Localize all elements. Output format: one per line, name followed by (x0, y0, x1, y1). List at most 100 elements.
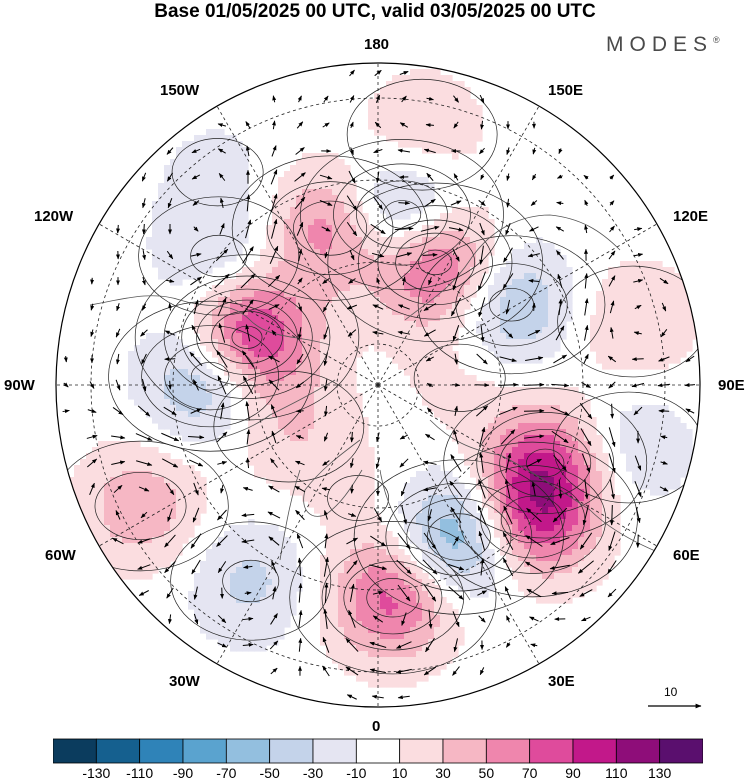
anomaly-cell (296, 231, 303, 238)
anomaly-cell (452, 255, 459, 262)
anomaly-cell (296, 165, 303, 172)
anomaly-cell (236, 585, 243, 592)
anomaly-cell (314, 231, 321, 238)
anomaly-cell (500, 291, 507, 298)
anomaly-cell (476, 555, 483, 562)
anomaly-cell (110, 495, 117, 502)
anomaly-cell (662, 411, 669, 418)
anomaly-cell (272, 393, 279, 400)
anomaly-cell (560, 267, 567, 274)
anomaly-cell (134, 453, 141, 460)
anomaly-cell (362, 273, 369, 280)
anomaly-cell (518, 303, 525, 310)
anomaly-cell (278, 321, 285, 328)
anomaly-cell (296, 567, 303, 574)
anomaly-cell (158, 369, 165, 376)
anomaly-cell (218, 339, 225, 346)
anomaly-cell (686, 327, 693, 334)
anomaly-cell (356, 411, 363, 418)
anomaly-cell (272, 261, 279, 268)
anomaly-cell (104, 537, 111, 544)
anomaly-cell (290, 405, 297, 412)
anomaly-cell (470, 117, 477, 124)
anomaly-cell (170, 549, 177, 556)
anomaly-cell (254, 561, 261, 568)
anomaly-cell (380, 105, 387, 112)
anomaly-cell (236, 315, 243, 322)
anomaly-cell (338, 609, 345, 616)
anomaly-cell (200, 411, 207, 418)
anomaly-cell (680, 333, 687, 340)
anomaly-cell (188, 219, 195, 226)
anomaly-cell (464, 405, 471, 412)
anomaly-cell (506, 393, 513, 400)
anomaly-cell (176, 171, 183, 178)
anomaly-cell (422, 123, 429, 130)
anomaly-cell (152, 453, 159, 460)
anomaly-cell (404, 141, 411, 148)
anomaly-cell (290, 201, 297, 208)
anomaly-cell (320, 225, 327, 232)
anomaly-cell (458, 309, 465, 316)
anomaly-cell (284, 579, 291, 586)
anomaly-cell (566, 465, 573, 472)
anomaly-cell (410, 357, 417, 364)
anomaly-cell (410, 597, 417, 604)
anomaly-cell (518, 393, 525, 400)
anomaly-cell (572, 525, 579, 532)
anomaly-cell (182, 513, 189, 520)
anomaly-cell (332, 183, 339, 190)
anomaly-cell (266, 333, 273, 340)
anomaly-cell (410, 489, 417, 496)
anomaly-cell (272, 201, 279, 208)
anomaly-cell (518, 327, 525, 334)
anomaly-cell (662, 321, 669, 328)
anomaly-cell (572, 561, 579, 568)
anomaly-cell (554, 555, 561, 562)
anomaly-cell (542, 309, 549, 316)
anomaly-cell (458, 255, 465, 262)
anomaly-cell (428, 87, 435, 94)
anomaly-cell (404, 129, 411, 136)
anomaly-cell (362, 315, 369, 322)
anomaly-cell (386, 591, 393, 598)
anomaly-cell (674, 279, 681, 286)
anomaly-cell (290, 477, 297, 484)
anomaly-cell (410, 591, 417, 598)
anomaly-cell (188, 207, 195, 214)
anomaly-cell (446, 261, 453, 268)
anomaly-cell (560, 483, 567, 490)
anomaly-cell (314, 447, 321, 454)
anomaly-cell (182, 273, 189, 280)
anomaly-cell (356, 255, 363, 262)
anomaly-cell (338, 255, 345, 262)
anomaly-cell (218, 549, 225, 556)
anomaly-cell (464, 393, 471, 400)
anomaly-cell (206, 189, 213, 196)
anomaly-cell (332, 561, 339, 568)
anomaly-cell (200, 261, 207, 268)
anomaly-cell (278, 471, 285, 478)
anomaly-cell (284, 555, 291, 562)
anomaly-cell (572, 411, 579, 418)
anomaly-cell (212, 159, 219, 166)
anomaly-cell (326, 291, 333, 298)
anomaly-cell (350, 549, 357, 556)
anomaly-cell (176, 255, 183, 262)
anomaly-cell (686, 339, 693, 346)
anomaly-cell (542, 567, 549, 574)
anomaly-cell (200, 141, 207, 148)
anomaly-cell (278, 207, 285, 214)
anomaly-cell (308, 189, 315, 196)
anomaly-cell (428, 399, 435, 406)
anomaly-cell (158, 459, 165, 466)
anomaly-cell (518, 411, 525, 418)
anomaly-cell (326, 585, 333, 592)
anomaly-cell (98, 495, 105, 502)
anomaly-cell (302, 375, 309, 382)
anomaly-cell (224, 603, 231, 610)
anomaly-cell (182, 213, 189, 220)
anomaly-cell (452, 531, 459, 538)
anomaly-cell (464, 231, 471, 238)
anomaly-cell (656, 291, 663, 298)
